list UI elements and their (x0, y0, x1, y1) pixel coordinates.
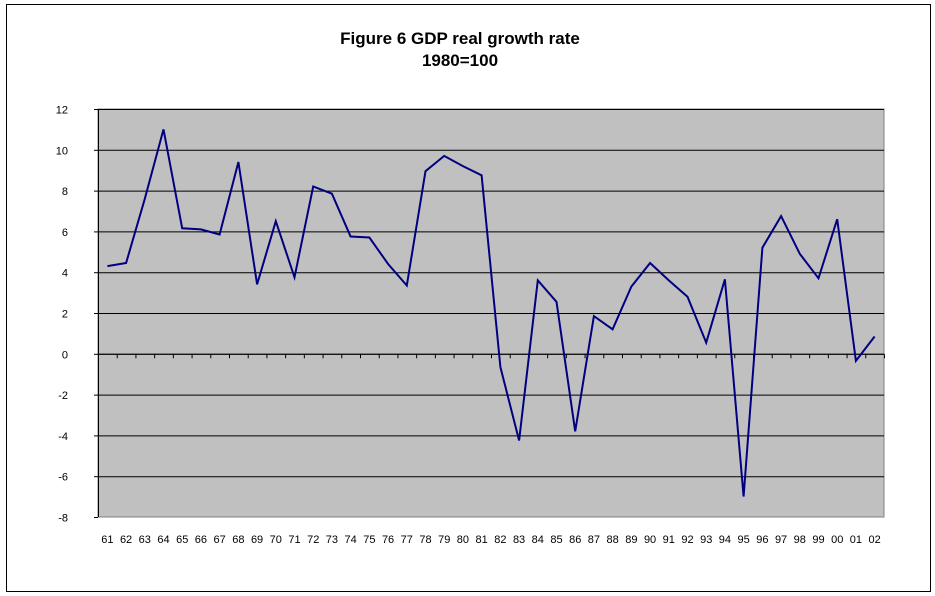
x-tick-label: 72 (307, 534, 319, 546)
x-tick-label: 90 (644, 534, 656, 546)
x-tick-label: 91 (663, 534, 675, 546)
y-axis: 12 10 8 6 4 2 0 -2 -4 -6 -8 (56, 105, 99, 525)
x-tick-label: 94 (719, 534, 731, 546)
x-tick-label: 70 (270, 534, 282, 546)
x-tick-label: 83 (513, 534, 525, 546)
y-tick-label: 0 (62, 349, 68, 361)
x-tick-label: 80 (457, 534, 469, 546)
x-tick-label: 78 (419, 534, 431, 546)
x-tick-label: 73 (326, 534, 338, 546)
x-tick-label: 86 (569, 534, 581, 546)
x-tick-label: 88 (607, 534, 619, 546)
x-tick-label: 77 (401, 534, 413, 546)
x-tick-label: 87 (588, 534, 600, 546)
x-tick-label: 85 (550, 534, 562, 546)
x-tick-label: 01 (850, 534, 862, 546)
x-tick-label: 61 (101, 534, 113, 546)
x-tick-label: 74 (345, 534, 357, 546)
chart-title: Figure 6 GDP real growth rate (340, 29, 580, 48)
x-tick-label: 76 (382, 534, 394, 546)
y-tick-label: 2 (62, 309, 68, 321)
x-tick-label: 02 (869, 534, 881, 546)
x-tick-label: 98 (794, 534, 806, 546)
series-line (107, 129, 876, 497)
x-tick-label: 66 (195, 534, 207, 546)
x-tick-label: 68 (232, 534, 244, 546)
y-tick-label: -6 (58, 472, 68, 484)
x-tick-label: 75 (363, 534, 375, 546)
x-tick-label: 96 (756, 534, 768, 546)
y-tick-label: -4 (58, 431, 68, 443)
x-tick-label: 89 (625, 534, 637, 546)
x-tick-label: 95 (738, 534, 750, 546)
chart-subtitle: 1980=100 (421, 51, 499, 70)
y-tick-label: 8 (62, 186, 68, 198)
x-tick-label: 84 (532, 534, 544, 546)
x-tick-label: 65 (176, 534, 188, 546)
x-tick-label: 71 (288, 534, 300, 546)
x-tick-label: 67 (214, 534, 226, 546)
x-tick-label: 92 (681, 534, 693, 546)
y-tick-label: -8 (58, 513, 68, 525)
y-tick-label: -2 (58, 390, 68, 402)
x-tick-label: 63 (139, 534, 151, 546)
y-tick-label: 4 (62, 268, 68, 280)
x-tick-label: 69 (251, 534, 263, 546)
y-tick-label: 10 (56, 145, 68, 157)
x-tick-label: 79 (438, 534, 450, 546)
x-tick-label: 97 (775, 534, 787, 546)
y-tick-label: 12 (56, 105, 68, 117)
x-tick-label: 62 (120, 534, 132, 546)
x-tick-label: 81 (476, 534, 488, 546)
x-tick-label: 64 (157, 534, 169, 546)
x-tick-label: 99 (812, 534, 824, 546)
series-group (107, 129, 876, 497)
y-tick-label: 6 (62, 227, 68, 239)
x-axis: 61 62 63 64 65 66 67 68 69 70 71 72 73 74 75 76 77 78 79 80… (98, 353, 885, 546)
chart-title-block: Figure 6 GDP real growth rate 1980=100 (0, 28, 920, 72)
x-tick-label: 82 (494, 534, 506, 546)
x-tick-label: 00 (831, 534, 843, 546)
x-tick-label: 93 (700, 534, 712, 546)
